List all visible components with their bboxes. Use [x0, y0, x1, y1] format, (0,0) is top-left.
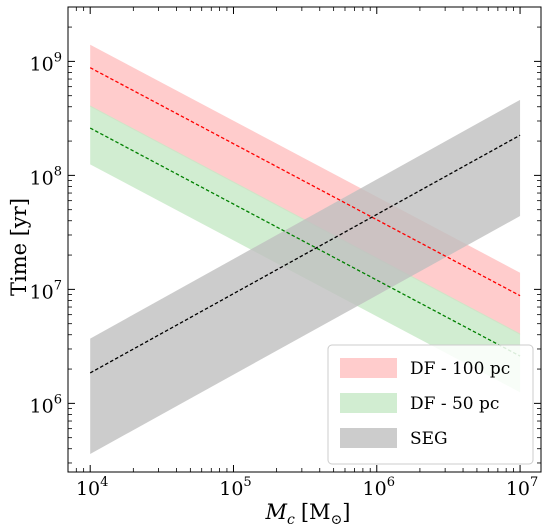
x-axis-label-close: ]: [342, 500, 350, 524]
legend-swatch-seg: [340, 428, 397, 448]
legend-swatch-df-100-pc: [340, 358, 397, 378]
band-seg: [90, 99, 521, 454]
y-tick-label: 106: [30, 392, 62, 417]
legend-swatch-df-50-pc: [340, 393, 397, 413]
y-axis-label: Time [yr]: [7, 198, 31, 296]
series-lines: [89, 67, 521, 374]
legend-label-df-50-pc: DF - 50 pc: [410, 394, 499, 414]
line-seg: [89, 134, 521, 374]
x-tick-label: 106: [363, 475, 395, 500]
legend-label-seg: SEG: [410, 429, 448, 449]
legend: DF - 100 pc DF - 50 pc SEG: [327, 344, 534, 465]
y-tick-label: 107: [30, 278, 62, 303]
x-tick-label: 105: [219, 475, 251, 500]
x-axis-label: Mc [M⊙]: [265, 500, 351, 528]
line-df-100-pc: [89, 67, 521, 297]
legend-label-df-100-pc: DF - 100 pc: [410, 359, 510, 379]
x-axis-label-sun-subscript: ⊙: [331, 512, 343, 528]
axis-ticks: 104 105 106 107 106 107 108 109: [30, 7, 541, 500]
plot-frame: [67, 6, 542, 473]
y-tick-label: 108: [30, 164, 62, 189]
x-axis-label-symbol: M: [265, 500, 288, 524]
line-df-50-pc: [89, 127, 521, 357]
confidence-bands: [90, 44, 521, 454]
x-tick-label: 104: [76, 475, 108, 500]
x-tick-label: 107: [506, 475, 538, 500]
x-axis-label-subscript: c: [287, 512, 295, 528]
x-axis-label-unit: [M: [301, 500, 331, 524]
y-tick-label: 109: [30, 50, 62, 75]
